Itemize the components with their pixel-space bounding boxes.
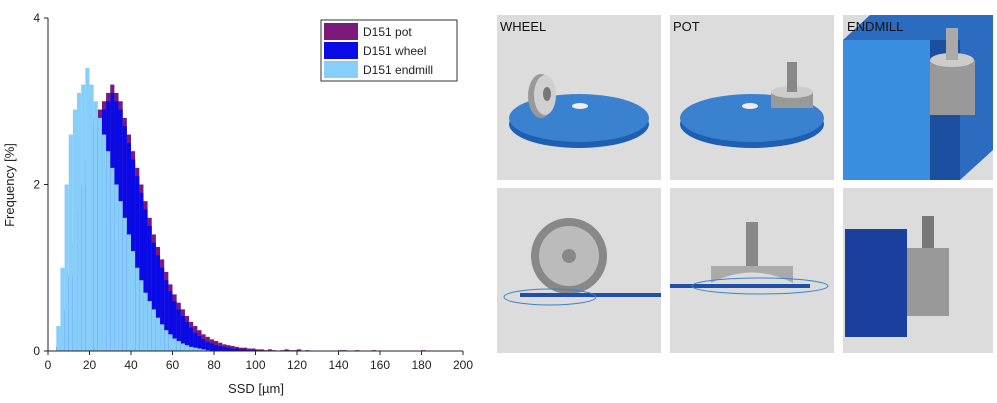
x-axis-label: SSD [µm] bbox=[228, 381, 284, 396]
shank bbox=[946, 28, 958, 60]
histogram-bar bbox=[127, 234, 131, 351]
histogram-bar bbox=[131, 251, 135, 351]
x-tick-label: 60 bbox=[166, 358, 180, 372]
histogram-bar bbox=[202, 339, 206, 351]
histogram-bar bbox=[110, 168, 114, 351]
histogram-bar bbox=[181, 344, 185, 351]
histogram-bar bbox=[218, 346, 222, 351]
histogram-bar bbox=[81, 85, 85, 351]
legend-label: D151 endmill bbox=[363, 63, 433, 77]
x-tick-label: 40 bbox=[124, 358, 138, 372]
legend-swatch bbox=[324, 23, 358, 40]
disc-hole bbox=[572, 103, 588, 109]
histogram-bar bbox=[65, 185, 69, 352]
histogram-bar bbox=[123, 218, 127, 351]
x-tick-label: 100 bbox=[245, 358, 265, 372]
histogram-bar bbox=[156, 318, 160, 351]
legend-label: D151 wheel bbox=[363, 44, 426, 58]
histogram-bar bbox=[94, 101, 98, 351]
histogram-bar bbox=[206, 342, 210, 351]
histogram-bar bbox=[135, 268, 139, 351]
y-tick-label: 0 bbox=[33, 344, 40, 358]
panel-label: WHEEL bbox=[500, 19, 546, 34]
histogram-bar bbox=[114, 185, 118, 352]
histogram-bar bbox=[60, 268, 64, 351]
figure: Frequency [%] SSD [µm] 02040608010012014… bbox=[0, 0, 997, 403]
histogram-bar bbox=[56, 326, 60, 351]
histogram-bar bbox=[119, 201, 123, 351]
histogram-bar bbox=[160, 324, 164, 351]
panel-label: POT bbox=[673, 19, 700, 34]
legend-swatch bbox=[324, 42, 358, 59]
histogram-bar bbox=[214, 345, 218, 351]
spindle bbox=[787, 62, 797, 92]
disc-hole bbox=[742, 103, 758, 109]
wheel-hub bbox=[543, 87, 551, 101]
x-tick-label: 80 bbox=[207, 358, 221, 372]
x-tick-label: 20 bbox=[83, 358, 97, 372]
x-tick-label: 140 bbox=[328, 358, 348, 372]
histogram-bar bbox=[168, 334, 172, 351]
histogram-bar bbox=[73, 110, 77, 351]
histogram-bar bbox=[210, 344, 214, 351]
wheel-hub bbox=[562, 249, 576, 263]
y-tick-label: 2 bbox=[33, 178, 40, 192]
histogram-bar bbox=[173, 339, 177, 351]
x-tick-label: 200 bbox=[453, 358, 473, 372]
histogram-bar bbox=[143, 293, 147, 351]
workpiece bbox=[670, 284, 810, 288]
histogram-bar bbox=[106, 151, 110, 351]
x-tick-label: 160 bbox=[370, 358, 390, 372]
histogram-bar bbox=[85, 68, 89, 351]
histogram-bar bbox=[102, 135, 106, 351]
histogram-bar bbox=[69, 135, 73, 351]
y-tick-label: 4 bbox=[33, 11, 40, 25]
endmill-tool bbox=[930, 60, 975, 115]
histogram-bar bbox=[77, 93, 81, 351]
histogram-bar bbox=[177, 341, 181, 351]
x-tick-label: 120 bbox=[287, 358, 307, 372]
shank bbox=[922, 216, 934, 248]
endmill-tool bbox=[907, 248, 949, 316]
x-tick-label: 0 bbox=[45, 358, 52, 372]
histogram-bar bbox=[148, 301, 152, 351]
illustration-panels bbox=[497, 15, 993, 353]
legend-label: D151 pot bbox=[363, 25, 412, 39]
y-axis-label: Frequency [%] bbox=[2, 143, 17, 227]
histogram-bar bbox=[139, 280, 143, 351]
x-tick-label: 180 bbox=[411, 358, 431, 372]
spindle bbox=[746, 222, 758, 266]
histogram-bar bbox=[164, 330, 168, 351]
legend-swatch bbox=[324, 61, 358, 78]
histogram-bar bbox=[222, 347, 226, 351]
histogram-bar bbox=[90, 85, 94, 351]
histogram-bar bbox=[98, 118, 102, 351]
workpiece bbox=[845, 229, 907, 337]
panel-label: ENDMILL bbox=[847, 19, 903, 34]
histogram-bar bbox=[189, 347, 193, 351]
histogram-bar bbox=[185, 345, 189, 351]
histogram-bar bbox=[152, 309, 156, 351]
